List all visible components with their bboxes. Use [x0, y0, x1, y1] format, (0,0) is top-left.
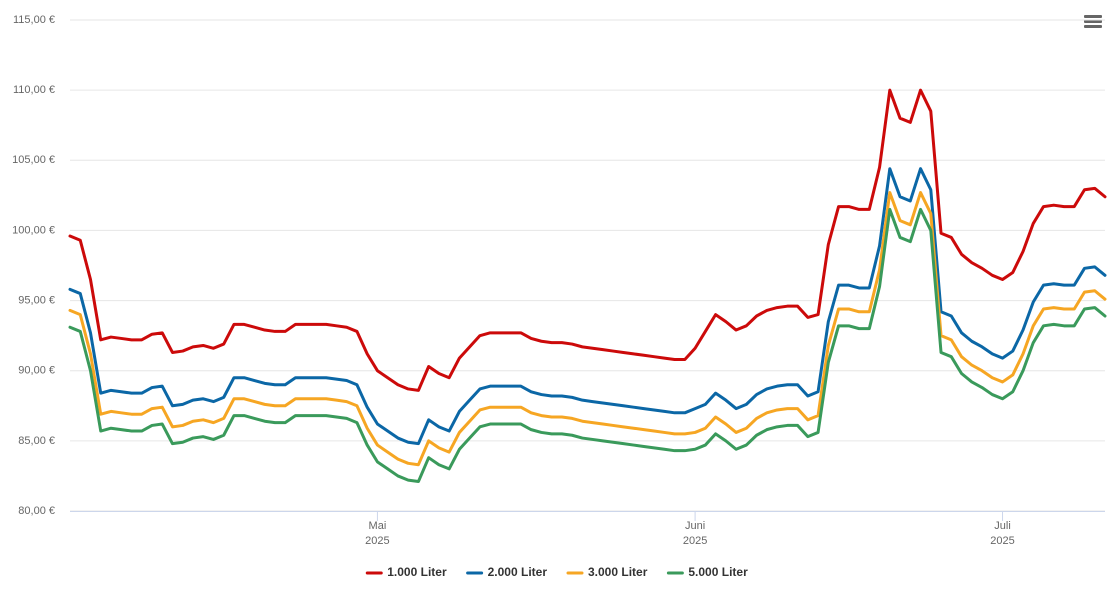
menu-bar: [1084, 20, 1102, 23]
series-line: [68, 207, 1107, 484]
legend-item[interactable]: 1.000 Liter: [365, 565, 447, 579]
y-tick-label: 100,00 €: [12, 224, 55, 236]
y-tick-label: 80,00 €: [18, 505, 55, 517]
y-tick-label: 105,00 €: [12, 154, 55, 166]
x-tick-label: 2025: [683, 535, 707, 547]
y-tick-label: 85,00 €: [18, 435, 55, 447]
series-line: [68, 88, 1107, 392]
y-tick-label: 115,00 €: [13, 14, 55, 26]
x-tick-label: Mai: [369, 520, 387, 532]
menu-bar: [1084, 25, 1102, 28]
legend-item[interactable]: 3.000 Liter: [566, 565, 648, 579]
legend-text: 5.000 Liter: [688, 565, 748, 579]
x-tick-label: 2025: [365, 535, 389, 547]
series-line: [68, 191, 1107, 467]
legend-item[interactable]: 2.000 Liter: [466, 565, 548, 579]
legend-text: 1.000 Liter: [387, 565, 447, 579]
x-tick-label: 2025: [990, 535, 1014, 547]
legend-text: 2.000 Liter: [488, 565, 548, 579]
series-line: [68, 167, 1107, 446]
y-tick-label: 95,00 €: [18, 294, 55, 306]
x-tick-label: Juli: [994, 520, 1011, 532]
x-tick-label: Juni: [685, 520, 705, 532]
menu-button[interactable]: [1084, 15, 1102, 28]
y-tick-label: 90,00 €: [18, 365, 55, 377]
menu-bar: [1084, 15, 1102, 18]
legend-text: 3.000 Liter: [588, 565, 648, 579]
legend: 1.000 Liter 2.000 Liter 3.000 Liter 5.000 L…: [365, 565, 748, 579]
y-tick-label: 110,00 €: [13, 84, 55, 96]
legend-item[interactable]: 5.000 Liter: [666, 565, 748, 579]
